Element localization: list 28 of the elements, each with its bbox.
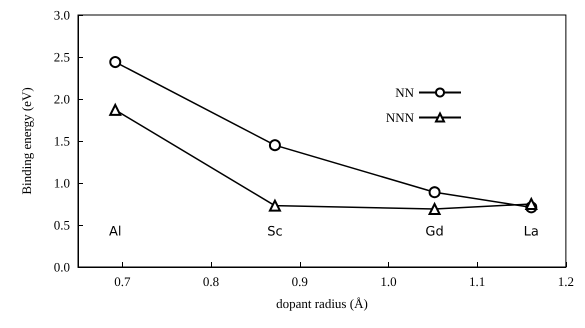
x-tick-label: 0.9 — [292, 274, 308, 289]
x-tick-label: 1.1 — [469, 274, 486, 289]
point — [109, 104, 122, 116]
legend-label: NN — [395, 85, 415, 100]
annotation: La — [524, 224, 539, 240]
x-tick-label: 0.8 — [202, 274, 220, 289]
y-tick-label: 1.5 — [54, 134, 70, 148]
y-tick-label: 2.5 — [54, 50, 70, 64]
y-tick-label: 0.5 — [54, 218, 70, 232]
annotation: Gd — [425, 224, 444, 240]
x-tick-label: 1.2 — [558, 274, 574, 289]
y-tick-label: 2.0 — [54, 92, 70, 106]
point — [525, 198, 538, 210]
point — [268, 139, 281, 152]
point — [109, 56, 122, 68]
annotation: Sc — [267, 224, 283, 240]
y-tick-label: 1.0 — [54, 176, 70, 190]
point — [428, 203, 441, 216]
point — [268, 200, 281, 212]
x-tick-label: 1.0 — [380, 274, 397, 289]
point — [428, 186, 441, 198]
annotation: Al — [109, 224, 122, 240]
y-tick-label: 3.0 — [54, 8, 70, 22]
x-tick-label: 0.7 — [114, 274, 131, 289]
x-axis-title: dopant radius (Å) — [276, 296, 368, 311]
y-axis-title: Binding energy (eV) — [19, 87, 34, 195]
y-tick-label: 0.0 — [54, 260, 70, 274]
legend-label: NNN — [386, 110, 415, 125]
